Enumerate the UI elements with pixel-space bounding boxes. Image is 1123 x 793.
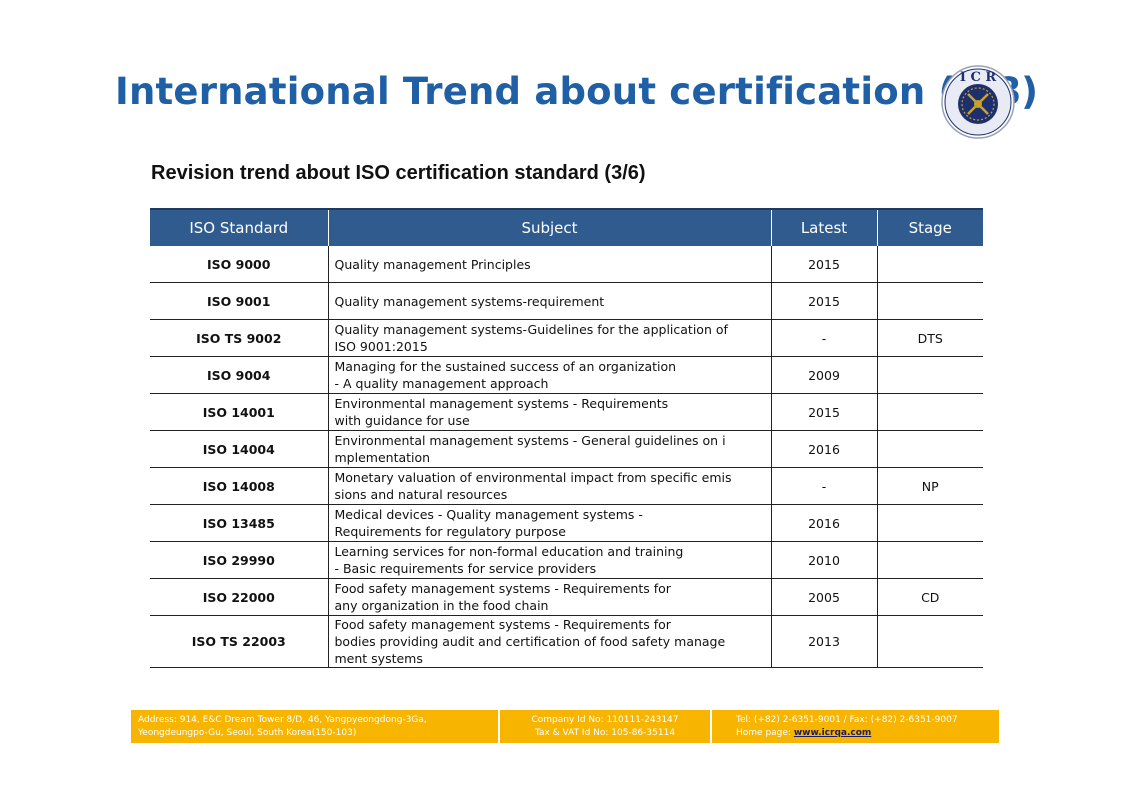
subject-line: Food safety management systems - Require… (334, 617, 671, 632)
cell-latest: 2005 (770, 578, 877, 616)
cell-stage (876, 504, 983, 542)
cell-iso-standard: ISO 14001 (150, 393, 328, 431)
subject-line: Quality management systems-Guidelines fo… (334, 322, 728, 337)
cell-iso-standard: ISO 29990 (150, 541, 328, 579)
subject-line: Requirements for regulatory purpose (334, 524, 566, 539)
subject-line: Monetary valuation of environmental impa… (334, 470, 732, 485)
cell-iso-standard: ISO 22000 (150, 578, 328, 616)
header-latest: Latest (770, 208, 877, 246)
subject-line: - A quality management approach (334, 376, 549, 391)
table-row: ISO TS 22003 Food safety management syste… (150, 615, 983, 668)
cell-iso-standard: ISO 9001 (150, 282, 328, 320)
subject-line: bodies providing audit and certification… (334, 634, 726, 649)
cell-subject: Monetary valuation of environmental impa… (327, 467, 771, 505)
cell-subject: Learning services for non-formal educati… (327, 541, 771, 579)
cell-stage (876, 246, 983, 283)
subject-line: - Basic requirements for service provide… (334, 561, 597, 576)
cell-subject: Food safety management systems - Require… (327, 615, 771, 668)
icr-seal-icon: I C R (941, 65, 1015, 139)
subject-line: any organization in the food chain (334, 598, 549, 613)
icr-logo: I C R (940, 64, 1016, 140)
cell-latest: - (770, 319, 877, 357)
table-row: ISO 14008 Monetary valuation of environme… (150, 467, 983, 505)
section-subtitle: Revision trend about ISO certification s… (151, 162, 646, 184)
cell-iso-standard: ISO 9000 (150, 246, 328, 283)
svg-text:I C R: I C R (960, 70, 996, 85)
subject-line: Managing for the sustained success of an… (334, 359, 677, 374)
subject-line: Medical devices - Quality management sys… (334, 507, 643, 522)
homepage-label: Home page: (736, 727, 794, 738)
table-row: ISO 29990 Learning services for non-forma… (150, 541, 983, 579)
footer-bar: Address: 914, E&C Dream Tower 8/D, 46, Y… (131, 710, 999, 743)
subject-line: with guidance for use (334, 413, 470, 428)
homepage-link[interactable]: www.icrqa.com (793, 727, 872, 738)
subject-line: Food safety management systems - Require… (334, 581, 671, 596)
subject-line: mplementation (334, 450, 431, 465)
subject-line: ment systems (334, 651, 423, 666)
table-row: ISO 9004 Managing for the sustained succe… (150, 356, 983, 394)
footer-address: Address: 914, E&C Dream Tower 8/D, 46, Y… (131, 710, 500, 743)
header-iso-standard: ISO Standard (150, 208, 328, 246)
table-row: ISO 14004 Environmental management system… (150, 430, 983, 468)
footer-company: Company Id No: 110111-243147 Tax & VAT I… (500, 710, 712, 743)
cell-stage (876, 393, 983, 431)
subject-line: Environmental management systems - Requi… (334, 396, 669, 411)
cell-latest: 2010 (770, 541, 877, 579)
cell-iso-standard: ISO 9004 (150, 356, 328, 394)
cell-iso-standard: ISO 14008 (150, 467, 328, 505)
table-header-row: ISO Standard Subject Latest Stage (150, 208, 983, 246)
cell-stage (876, 541, 983, 579)
table-row: ISO 13485 Medical devices - Quality manag… (150, 504, 983, 542)
cell-subject: Quality management systems-Guidelines fo… (327, 319, 771, 357)
cell-subject: Quality management Principles (327, 246, 771, 283)
cell-stage (876, 615, 983, 668)
cell-latest: 2016 (770, 430, 877, 468)
cell-latest: 2015 (770, 282, 877, 320)
cell-subject: Food safety management systems - Require… (327, 578, 771, 616)
address-line-1: Address: 914, E&C Dream Tower 8/D, 46, Y… (138, 714, 427, 725)
table-row: ISO 14001 Environmental management system… (150, 393, 983, 431)
cell-subject: Environmental management systems - Gener… (327, 430, 771, 468)
cell-latest: 2015 (770, 393, 877, 431)
company-id: Company Id No: 110111-243147 (531, 714, 679, 725)
cell-stage: DTS (876, 319, 983, 357)
address-line-2: Yeongdeungpo-Gu, Seoul, South Korea(150-… (138, 727, 357, 738)
cell-stage (876, 356, 983, 394)
subject-line: sions and natural resources (334, 487, 508, 502)
cell-subject: Medical devices - Quality management sys… (327, 504, 771, 542)
cell-latest: 2013 (770, 615, 877, 668)
cell-iso-standard: ISO TS 9002 (150, 319, 328, 357)
cell-stage: CD (876, 578, 983, 616)
header-stage: Stage (876, 208, 983, 246)
table-row: ISO 22000 Food safety management systems … (150, 578, 983, 616)
cell-stage (876, 282, 983, 320)
subject-line: ISO 9001:2015 (334, 339, 428, 354)
header-subject: Subject (327, 208, 771, 246)
cell-iso-standard: ISO 14004 (150, 430, 328, 468)
cell-iso-standard: ISO TS 22003 (150, 615, 328, 668)
subject-line: Learning services for non-formal educati… (334, 544, 684, 559)
table-row: ISO TS 9002 Quality management systems-Gu… (150, 319, 983, 357)
tax-vat-id: Tax & VAT Id No: 105-86-35114 (534, 727, 676, 738)
table-row: ISO 9000 Quality management Principles 201… (150, 246, 983, 283)
cell-latest: 2016 (770, 504, 877, 542)
cell-latest: 2009 (770, 356, 877, 394)
footer-contact: Tel: (+82) 2-6351-9001 / Fax: (+82) 2-63… (712, 710, 999, 743)
cell-latest: - (770, 467, 877, 505)
page-title: International Trend about certification … (115, 70, 1039, 113)
iso-standards-table: ISO Standard Subject Latest Stage ISO 90… (150, 208, 983, 668)
cell-subject: Environmental management systems - Requi… (327, 393, 771, 431)
table-row: ISO 9001 Quality management systems-requi… (150, 282, 983, 320)
cell-latest: 2015 (770, 246, 877, 283)
subject-line: Quality management systems-requirement (334, 293, 605, 309)
cell-iso-standard: ISO 13485 (150, 504, 328, 542)
subject-line: Environmental management systems - Gener… (334, 433, 726, 448)
cell-stage (876, 430, 983, 468)
subject-line: Quality management Principles (334, 256, 531, 272)
homepage-line: Home page: www.icrqa.com (736, 727, 999, 740)
tel-fax: Tel: (+82) 2-6351-9001 / Fax: (+82) 2-63… (736, 714, 958, 725)
cell-stage: NP (876, 467, 983, 505)
cell-subject: Quality management systems-requirement (327, 282, 771, 320)
cell-subject: Managing for the sustained success of an… (327, 356, 771, 394)
